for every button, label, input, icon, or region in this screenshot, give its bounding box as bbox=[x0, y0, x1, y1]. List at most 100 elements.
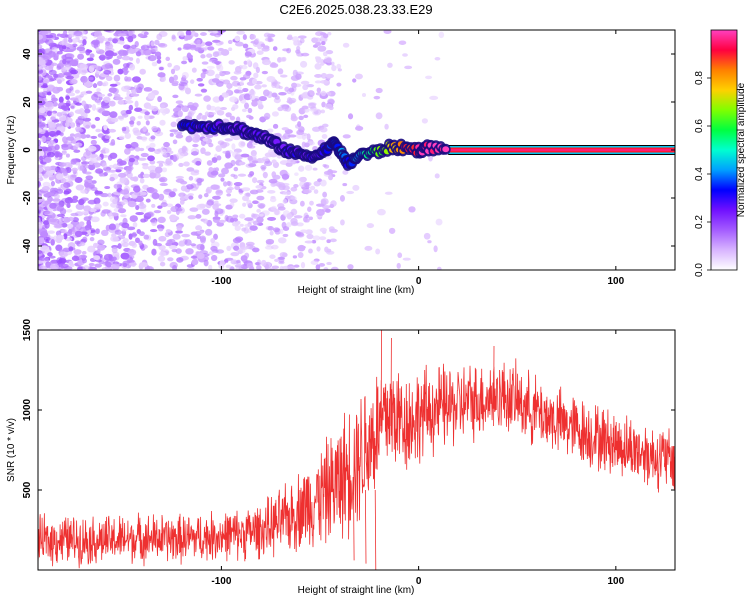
spectrogram-cell bbox=[203, 193, 209, 198]
spectrogram-cell bbox=[238, 140, 246, 148]
spectrogram-cell bbox=[253, 72, 259, 79]
spectrogram-cell bbox=[85, 134, 91, 139]
spectrogram-cell bbox=[82, 236, 88, 243]
spectrogram-cell bbox=[80, 75, 88, 83]
spectrogram-cell bbox=[56, 205, 64, 212]
spectrogram-cell bbox=[95, 128, 102, 133]
spectrogram-cell bbox=[157, 255, 166, 262]
spectrogram-cell bbox=[257, 202, 266, 209]
spectrogram-cell bbox=[121, 126, 127, 132]
spectrogram-cell bbox=[74, 176, 83, 183]
spectrogram-cell bbox=[124, 158, 131, 162]
spectrogram-cell bbox=[74, 230, 83, 238]
spectrogram-cell bbox=[282, 265, 290, 270]
spectrogram-cell bbox=[176, 225, 183, 231]
spectrogram-cell bbox=[86, 57, 94, 62]
spectrogram-cell bbox=[255, 66, 260, 74]
spectrogram-cell bbox=[251, 78, 258, 85]
spectrogram-cell bbox=[65, 178, 72, 183]
spectrogram-cell bbox=[305, 214, 310, 219]
spectrogram-cell bbox=[160, 202, 168, 208]
spectrogram-cell bbox=[261, 210, 270, 216]
spectrogram-cell bbox=[375, 248, 381, 255]
spectrogram-cell bbox=[103, 81, 109, 87]
spectrogram-cell bbox=[104, 63, 113, 69]
spectrogram-cell bbox=[100, 211, 106, 217]
spectrogram-cell bbox=[304, 164, 313, 171]
spectrogram-cell bbox=[105, 43, 114, 50]
spectrogram-cell bbox=[230, 75, 238, 81]
spectrogram-cell bbox=[434, 57, 441, 61]
spectrogram-cell bbox=[53, 55, 59, 61]
spectrogram-cell bbox=[49, 202, 57, 209]
colorbar-tick-label: 0.6 bbox=[694, 119, 705, 133]
spectrogram-cell bbox=[237, 173, 247, 177]
spectrogram-cell bbox=[225, 150, 231, 158]
spectrogram-cell bbox=[70, 158, 77, 165]
spectrogram-cell bbox=[329, 238, 337, 243]
spectrogram-cell bbox=[149, 172, 157, 179]
spectrogram-cell bbox=[402, 53, 408, 57]
spectrogram-cell bbox=[193, 169, 200, 173]
spectrogram-cell bbox=[72, 217, 79, 223]
spectrogram-cell bbox=[157, 205, 163, 209]
spectrogram-xlabel: Height of straight line (km) bbox=[298, 285, 415, 296]
spectrogram-cell bbox=[49, 169, 56, 174]
spectrogram-cell bbox=[147, 105, 155, 110]
spectrogram-cell bbox=[200, 72, 206, 79]
spectrogram-cell bbox=[81, 100, 87, 107]
spectrogram-cell bbox=[48, 218, 58, 223]
spectrogram-cell bbox=[231, 143, 236, 150]
spectrogram-cell bbox=[297, 252, 304, 259]
spectrogram-cell bbox=[256, 50, 264, 55]
spectrogram-cell bbox=[287, 134, 297, 138]
spectrogram-cell bbox=[154, 131, 164, 137]
spectrogram-cell bbox=[90, 135, 98, 140]
spectrogram-cell bbox=[42, 34, 47, 42]
spectrogram-cell bbox=[292, 255, 298, 259]
spectrogram-cell bbox=[319, 227, 327, 233]
spectrogram-cell bbox=[143, 234, 150, 240]
spectrogram-cell bbox=[205, 201, 212, 209]
spectrogram-cell bbox=[194, 183, 200, 189]
spectrogram-cell bbox=[63, 182, 71, 189]
spectrogram-cell bbox=[272, 46, 278, 51]
spectrogram-cell bbox=[266, 128, 274, 133]
spectrogram-cell bbox=[57, 72, 65, 78]
spectrogram-cell bbox=[260, 43, 266, 48]
spectrogram-cell bbox=[303, 188, 312, 194]
spectrogram-cell bbox=[435, 218, 443, 226]
spectrogram-cell bbox=[173, 74, 178, 81]
spectrogram-cell bbox=[105, 169, 111, 173]
spectrogram-cell bbox=[50, 239, 55, 246]
spectrogram-cell bbox=[266, 75, 276, 83]
spectrogram-cell bbox=[304, 142, 310, 148]
spectrogram-cell bbox=[167, 257, 174, 262]
x-tick-label: 100 bbox=[607, 276, 624, 287]
spectrogram-cell bbox=[316, 246, 321, 252]
spectrogram-cell bbox=[51, 46, 58, 53]
spectrogram-cell bbox=[214, 208, 224, 215]
spectrogram-cell bbox=[59, 251, 68, 258]
spectrogram-cell bbox=[65, 75, 74, 80]
snr-panel: -100 0 100 500 1000 1500 Height of straight l… bbox=[6, 318, 676, 596]
snr-line bbox=[38, 330, 675, 570]
spectrogram-cell bbox=[68, 229, 73, 234]
spectrogram-cell bbox=[266, 267, 275, 270]
spectrogram-cell bbox=[102, 96, 111, 103]
spectrogram-cell bbox=[60, 265, 65, 269]
spectrogram-cell bbox=[256, 179, 265, 184]
spectrogram-cell bbox=[198, 194, 203, 199]
spectrogram-cell bbox=[143, 31, 149, 36]
spectrogram-cell bbox=[61, 143, 69, 148]
spectrogram-cell bbox=[143, 87, 153, 92]
spectrogram-cell bbox=[38, 129, 46, 135]
spectrogram-cell bbox=[325, 73, 334, 79]
snr-frame bbox=[37, 329, 676, 571]
spectrogram-cell bbox=[225, 264, 232, 269]
spectrogram-cell bbox=[281, 135, 287, 140]
spectrogram-cell bbox=[70, 69, 79, 75]
spectrogram-cell bbox=[322, 123, 329, 128]
spectrogram-cell bbox=[182, 56, 188, 61]
spectrogram-cell bbox=[242, 34, 247, 41]
